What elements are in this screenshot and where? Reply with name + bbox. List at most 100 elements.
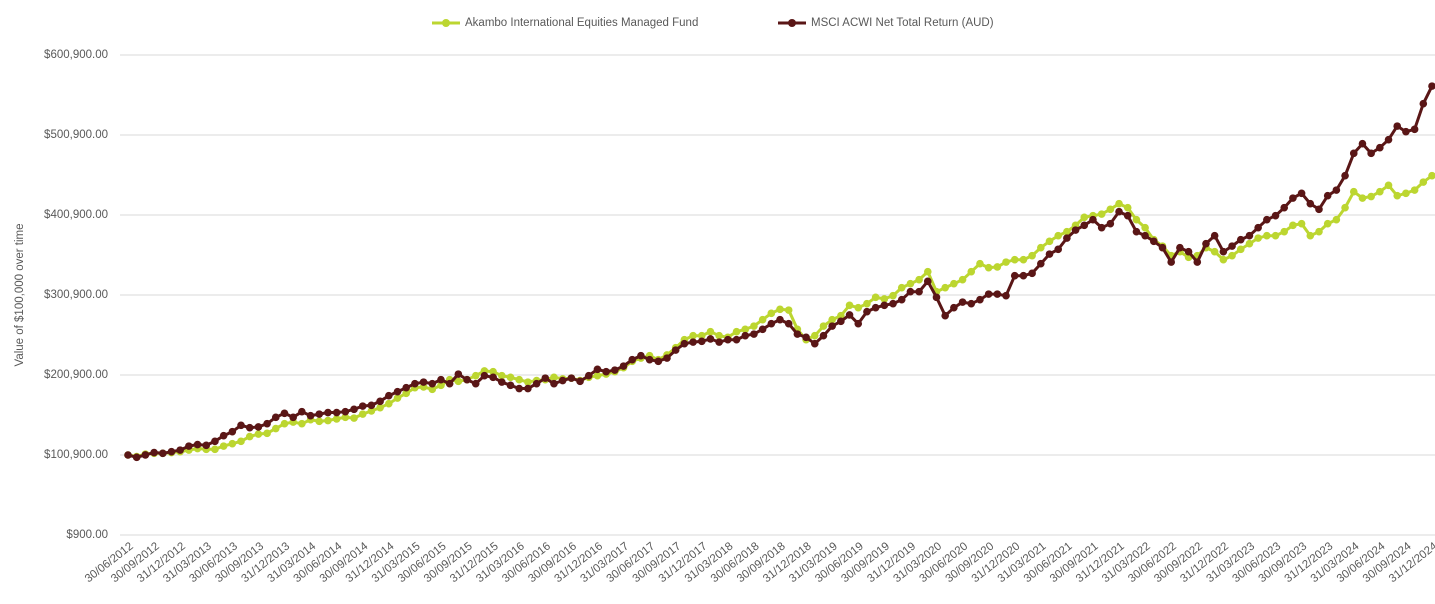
data-point [228,439,237,448]
data-point [332,415,341,423]
data-point [506,381,515,390]
data-point [1210,247,1219,256]
data-point [984,290,993,298]
data-point [1045,237,1054,246]
data-point [306,411,315,420]
data-point [489,367,497,376]
data-point [1019,271,1028,280]
data-point [211,445,219,454]
data-point [158,449,167,458]
data-point [671,346,680,354]
data-point [385,399,393,408]
data-point [471,379,480,388]
data-point [802,333,810,342]
data-point [871,293,880,302]
data-point [480,371,489,380]
data-point [793,330,802,338]
data-point [871,303,880,312]
data-point [706,335,715,343]
data-point [1054,245,1062,254]
data-point [341,407,350,416]
data-point [524,378,532,386]
data-point [619,362,628,370]
data-point [211,437,219,446]
data-point [1315,227,1323,236]
data-point [1419,99,1428,108]
data-point [358,410,367,418]
data-point [558,376,567,385]
data-point [915,287,923,296]
data-point [1219,255,1228,264]
data-point [298,407,306,416]
data-point [584,371,593,380]
data-point [245,432,254,441]
data-point [202,441,211,450]
data-point [828,322,836,330]
data-point [515,375,523,384]
y-tick-label: $200,900.00 [44,369,108,381]
data-point [124,451,132,459]
data-point [341,413,350,422]
data-point [271,413,280,422]
data-point [863,307,871,316]
data-point [663,354,671,362]
data-point [254,423,263,431]
data-point [715,338,723,346]
data-point [498,371,506,380]
data-point [428,379,437,388]
data-point [689,338,697,346]
data-point [1106,205,1115,214]
data-point [724,335,732,344]
data-point [193,440,202,449]
data-point [1254,223,1262,232]
data-point [454,377,463,386]
legend-marker [442,19,450,27]
data-point [263,419,271,428]
data-point [524,384,532,393]
data-point [941,311,949,320]
data-point [1393,122,1402,130]
data-point [1349,187,1358,196]
data-point [358,402,367,410]
data-point [845,311,854,319]
data-point [1028,251,1036,260]
data-point [576,377,584,386]
data-point [428,385,437,394]
data-point [706,327,715,336]
data-point [1393,191,1402,200]
data-point [837,317,845,326]
data-point [298,419,306,428]
data-point [1210,231,1219,240]
data-point [776,315,784,324]
data-point [1123,211,1132,220]
y-tick-label: $100,900.00 [44,449,108,461]
data-point [1002,291,1010,300]
data-point [810,331,819,340]
data-point [237,437,245,446]
data-point [1202,239,1210,248]
data-point [315,410,324,418]
data-point [732,327,741,336]
data-point [1263,215,1271,224]
data-point [1037,243,1045,252]
data-point [897,295,906,304]
data-point [637,351,645,360]
data-point [367,407,376,415]
data-point [993,263,1002,271]
data-point [1358,194,1367,202]
data-point [906,279,915,288]
data-point [289,413,297,422]
data-point [697,331,706,340]
data-point [280,409,289,418]
data-point [880,295,889,303]
data-point [1254,234,1262,242]
data-point [1158,243,1167,252]
data-point [1358,139,1367,148]
data-point [1367,192,1375,201]
data-point [1271,211,1280,220]
data-point [758,325,767,334]
data-point [950,279,958,288]
data-point [680,339,689,348]
data-point [958,275,967,284]
data-point [271,424,280,433]
